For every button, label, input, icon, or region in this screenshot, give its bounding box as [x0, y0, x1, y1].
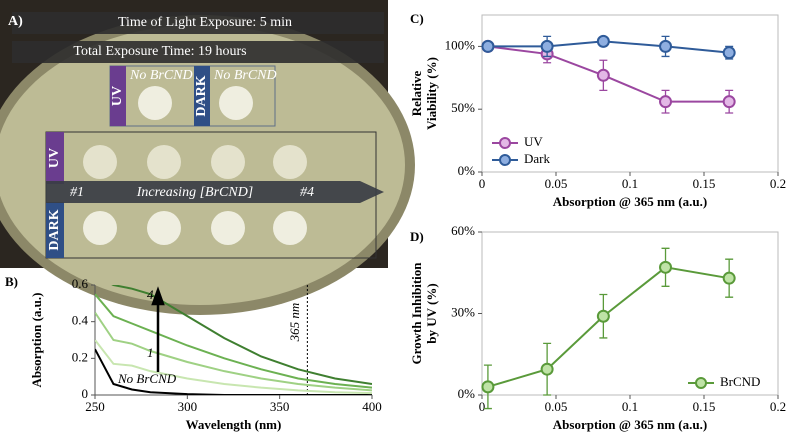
- legend-label: BrCND: [720, 374, 760, 389]
- marker: [540, 362, 554, 376]
- arrow-text: Increasing [BrCND]: [136, 185, 254, 200]
- x-tick-label: 350: [270, 399, 290, 414]
- marker: [481, 380, 495, 394]
- dark-tag: [46, 202, 64, 258]
- x-tick-label: 0.05: [545, 176, 568, 191]
- arrow: [151, 286, 165, 372]
- y-tick-label: 0%: [458, 386, 476, 401]
- series-line: [95, 311, 372, 392]
- x-axis-title: Absorption @ 365 nm (a.u.): [553, 194, 707, 209]
- colony: [138, 86, 172, 120]
- photo: A) Time of Light Exposure: 5 min Total E…: [0, 0, 415, 315]
- y-axis-title: Viability (%): [424, 57, 439, 130]
- x-tick-label: 0.05: [545, 399, 568, 414]
- banner-text: Time of Light Exposure: 5 min: [118, 15, 292, 30]
- annotation: No BrCND: [117, 371, 177, 386]
- plot: [95, 285, 372, 395]
- tag-text: DARK: [47, 209, 62, 250]
- colony: [147, 211, 181, 245]
- uv-tag: [110, 66, 126, 126]
- y-axis-title: Absorption (a.u.): [29, 293, 44, 388]
- y-tick-label: 0.4: [72, 313, 89, 328]
- series-line: [95, 293, 372, 389]
- legend-label: Dark: [524, 151, 550, 166]
- y-tick-label: 0%: [458, 163, 476, 178]
- series-line: [95, 348, 372, 395]
- colony: [147, 145, 181, 179]
- colony: [83, 145, 117, 179]
- x-tick-label: 0.2: [770, 176, 786, 191]
- tag-text: DARK: [194, 75, 209, 116]
- legend-label: UV: [524, 134, 543, 149]
- colony: [211, 145, 245, 179]
- arrow-text: #1: [70, 185, 84, 200]
- colony: [219, 86, 253, 120]
- x-axis-title: Absorption @ 365 nm (a.u.): [553, 417, 707, 432]
- x-tick-label: 250: [85, 399, 105, 414]
- y-tick-label: 60%: [451, 223, 475, 238]
- banner-text: Total Exposure Time: 19 hours: [73, 44, 246, 59]
- marker: [596, 68, 610, 82]
- x-tick-label: 0.2: [770, 399, 786, 414]
- annotation: 365 nm: [287, 303, 302, 343]
- series-line: [487, 266, 730, 388]
- marker: [659, 260, 673, 274]
- annotation: 1: [147, 345, 154, 360]
- colony: [273, 145, 307, 179]
- legend-marker: [499, 154, 511, 166]
- uv-tag: [46, 132, 64, 184]
- panel-label: D): [410, 229, 424, 244]
- y-axis-title: Relative: [409, 71, 424, 117]
- arrow-banner: [46, 181, 384, 203]
- tag-text: UV: [47, 148, 62, 168]
- y-axis-title: Growth Inhibition: [409, 262, 424, 365]
- y-tick-label: 30%: [451, 304, 475, 319]
- plot: [487, 266, 730, 388]
- marker: [659, 39, 673, 53]
- marker: [659, 95, 673, 109]
- marker: [481, 39, 495, 53]
- banner: [12, 41, 384, 63]
- x-tick-label: 0: [479, 176, 486, 191]
- x-tick-label: 0.1: [622, 399, 638, 414]
- x-tick-label: 0.15: [693, 399, 716, 414]
- control-text: No BrCND: [213, 68, 277, 83]
- banner: [12, 12, 384, 34]
- control-text: No BrCND: [129, 68, 193, 83]
- y-tick-label: 50%: [451, 100, 475, 115]
- x-tick-label: 0.15: [693, 176, 716, 191]
- panel-label: A): [8, 14, 23, 29]
- arrow-text: #4: [300, 185, 314, 200]
- frame: [481, 231, 779, 396]
- y-tick-label: 0.6: [72, 276, 89, 291]
- x-axis-title: Wavelength (nm): [186, 417, 282, 432]
- x-tick-label: 300: [178, 399, 198, 414]
- panel-label: C): [410, 11, 424, 26]
- series-line: [111, 285, 372, 385]
- marker: [596, 309, 610, 323]
- colony: [83, 211, 117, 245]
- series-line: [95, 339, 372, 395]
- y-tick-label: 100%: [445, 37, 476, 52]
- x-tick-label: 400: [362, 399, 382, 414]
- x-tick-label: 0.1: [622, 176, 638, 191]
- tag-text: UV: [110, 86, 125, 106]
- annotation: 4: [147, 287, 154, 302]
- marker: [596, 34, 610, 48]
- marker: [722, 271, 736, 285]
- marker: [722, 46, 736, 60]
- colony: [273, 211, 307, 245]
- y-tick-label: 0: [82, 386, 89, 401]
- dark-tag: [194, 66, 210, 126]
- legend-marker: [695, 377, 707, 389]
- marker: [540, 39, 554, 53]
- panel-label: B): [5, 274, 18, 289]
- y-axis-title: by UV (%): [424, 283, 439, 343]
- legend-marker: [499, 137, 511, 149]
- marker: [722, 95, 736, 109]
- x-tick-label: 0: [479, 399, 486, 414]
- y-tick-label: 0.2: [72, 349, 88, 364]
- colony: [211, 211, 245, 245]
